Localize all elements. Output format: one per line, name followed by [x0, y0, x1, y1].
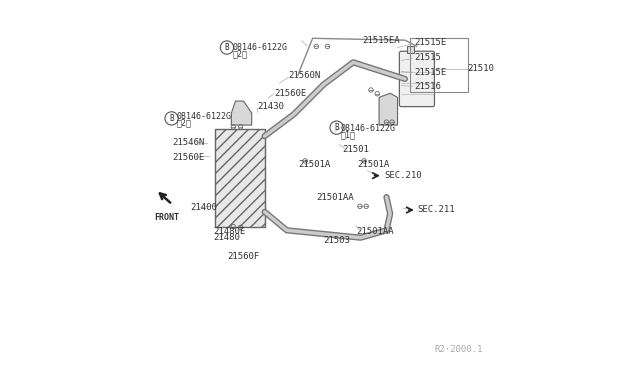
Text: 21560E: 21560E — [274, 89, 306, 98]
Text: 21430: 21430 — [257, 102, 284, 111]
Text: B: B — [225, 43, 229, 52]
Text: SEC.210: SEC.210 — [384, 171, 422, 180]
Text: 08146-6122G: 08146-6122G — [340, 124, 396, 133]
Text: 21560N: 21560N — [289, 71, 321, 80]
Text: （1）: （1） — [340, 131, 355, 140]
Text: 21480E: 21480E — [213, 227, 245, 235]
Text: 21546N: 21546N — [172, 138, 205, 147]
Polygon shape — [232, 101, 252, 125]
Text: （2）: （2） — [232, 49, 247, 58]
Text: 21501: 21501 — [342, 145, 369, 154]
Text: 21516: 21516 — [414, 82, 441, 91]
Polygon shape — [379, 93, 397, 125]
Bar — [407, 46, 414, 53]
Text: 08146-6122G: 08146-6122G — [232, 43, 287, 52]
Text: 21501A: 21501A — [298, 160, 330, 169]
Text: 21501A: 21501A — [357, 160, 389, 169]
Text: B: B — [169, 114, 174, 123]
Bar — [215, 129, 264, 227]
Text: （2）: （2） — [177, 118, 192, 127]
FancyBboxPatch shape — [399, 51, 435, 107]
Text: 21560E: 21560E — [172, 153, 205, 162]
Bar — [410, 38, 468, 92]
Text: 21400: 21400 — [191, 203, 218, 212]
Text: 21560F: 21560F — [228, 252, 260, 262]
Text: 21480: 21480 — [213, 233, 240, 242]
Text: 21501AA: 21501AA — [356, 227, 394, 235]
Text: FRONT: FRONT — [154, 212, 179, 222]
Text: 21503: 21503 — [324, 236, 351, 245]
Text: 21501AA: 21501AA — [316, 193, 354, 202]
Text: 21510: 21510 — [468, 64, 495, 73]
Text: 21515E: 21515E — [414, 38, 447, 47]
Text: B: B — [334, 123, 339, 132]
Text: 21515: 21515 — [414, 53, 441, 62]
Text: SEC.211: SEC.211 — [418, 205, 456, 215]
Text: 21515EA: 21515EA — [362, 36, 400, 45]
Text: R2⋅2000.1: R2⋅2000.1 — [434, 345, 483, 354]
Text: 08146-6122G: 08146-6122G — [177, 112, 232, 121]
Text: 21515E: 21515E — [414, 68, 447, 77]
